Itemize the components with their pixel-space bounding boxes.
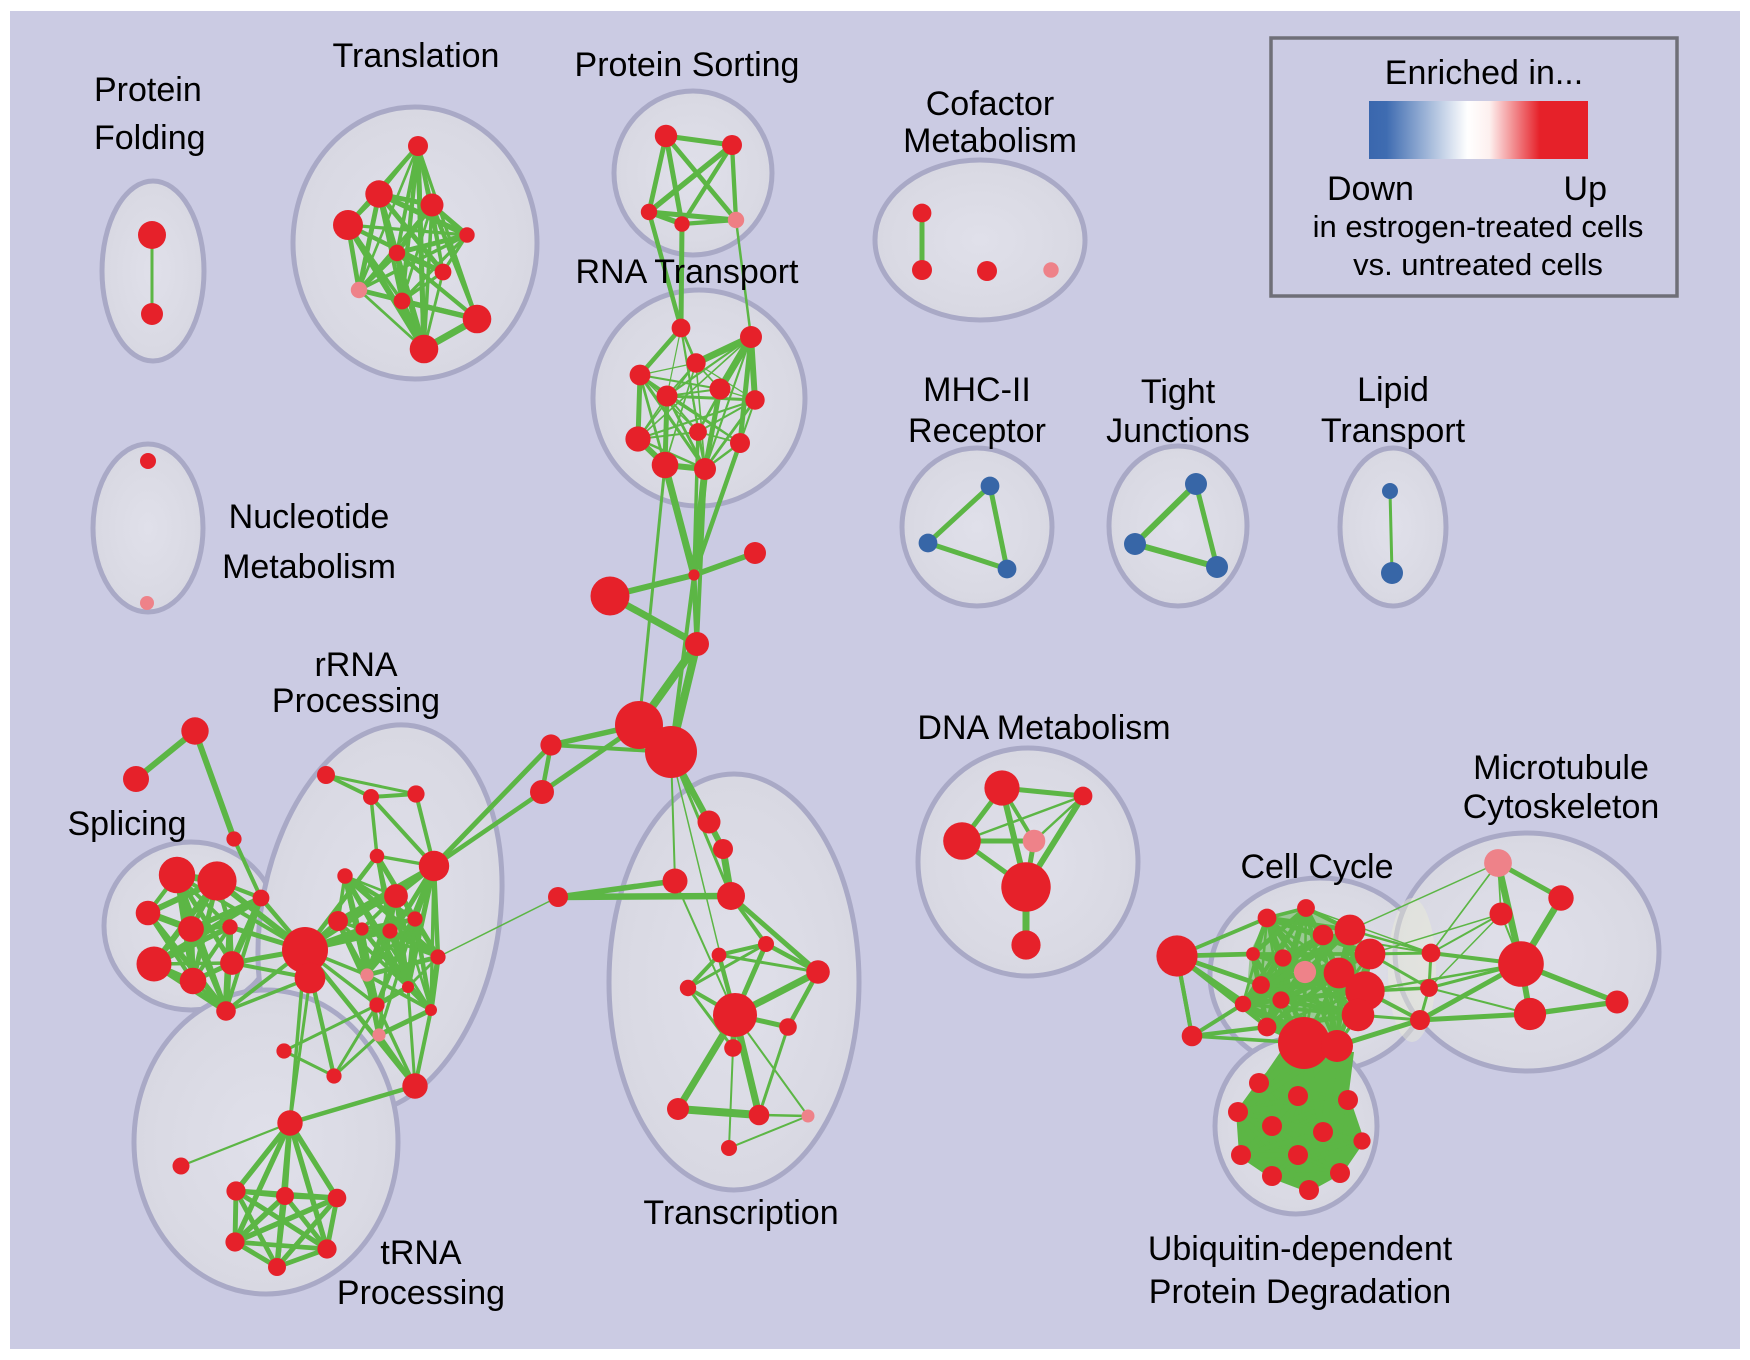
svg-text:Receptor: Receptor <box>908 412 1046 450</box>
svg-text:vs. untreated cells: vs. untreated cells <box>1353 247 1603 282</box>
svg-text:Protein Degradation: Protein Degradation <box>1149 1273 1451 1311</box>
svg-text:DNA Metabolism: DNA Metabolism <box>917 709 1170 747</box>
svg-text:RNA Transport: RNA Transport <box>576 253 800 291</box>
svg-text:Cell Cycle: Cell Cycle <box>1240 848 1393 886</box>
svg-text:Protein Sorting: Protein Sorting <box>575 46 800 84</box>
svg-text:Up: Up <box>1564 170 1607 208</box>
svg-text:Cytoskeleton: Cytoskeleton <box>1463 788 1660 826</box>
svg-text:rRNA: rRNA <box>314 646 397 684</box>
svg-text:Processing: Processing <box>272 682 440 720</box>
svg-text:Enriched in...: Enriched in... <box>1385 54 1583 92</box>
svg-text:Down: Down <box>1327 170 1414 208</box>
svg-text:Junctions: Junctions <box>1106 412 1250 450</box>
svg-text:Processing: Processing <box>337 1274 505 1312</box>
svg-text:tRNA: tRNA <box>380 1234 462 1272</box>
svg-text:Splicing: Splicing <box>67 805 186 843</box>
svg-text:Ubiquitin-dependent: Ubiquitin-dependent <box>1148 1230 1453 1268</box>
svg-text:Tight: Tight <box>1141 373 1216 411</box>
svg-text:Nucleotide: Nucleotide <box>229 498 390 536</box>
svg-text:Protein: Protein <box>94 71 202 109</box>
svg-text:Microtubule: Microtubule <box>1473 749 1649 787</box>
svg-text:Metabolism: Metabolism <box>903 122 1077 160</box>
svg-text:MHC-II: MHC-II <box>923 371 1031 409</box>
svg-text:Transport: Transport <box>1321 412 1466 450</box>
svg-text:Cofactor: Cofactor <box>926 85 1055 123</box>
svg-text:Translation: Translation <box>333 37 500 75</box>
svg-text:Lipid: Lipid <box>1357 371 1429 409</box>
svg-text:Metabolism: Metabolism <box>222 548 396 586</box>
svg-text:in estrogen-treated cells: in estrogen-treated cells <box>1313 209 1644 244</box>
svg-text:Transcription: Transcription <box>643 1194 838 1232</box>
svg-text:Folding: Folding <box>94 119 206 157</box>
